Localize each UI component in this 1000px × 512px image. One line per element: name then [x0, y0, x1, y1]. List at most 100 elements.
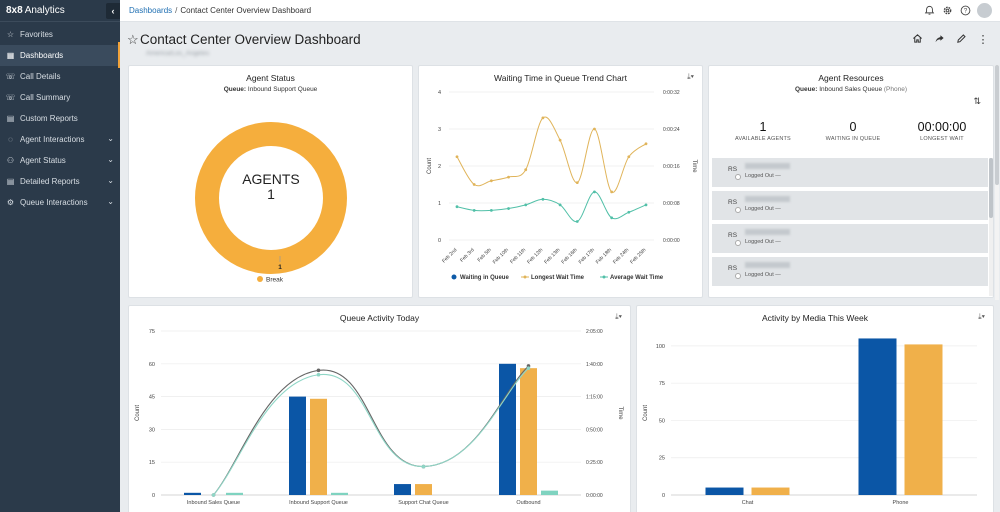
- series-line-average-wait-time[interactable]: [456, 191, 647, 223]
- data-point[interactable]: [627, 155, 631, 159]
- data-point[interactable]: [211, 493, 216, 497]
- status-dot-icon: [735, 240, 741, 246]
- y2-axis-label: Time: [691, 159, 697, 173]
- breadcrumb-dashboards-link[interactable]: Dashboards: [129, 6, 173, 15]
- help-icon[interactable]: ?: [959, 5, 971, 17]
- svg-text:?: ?: [963, 8, 967, 15]
- bar[interactable]: [541, 490, 558, 495]
- collapse-sidebar-button[interactable]: ‹: [106, 3, 120, 19]
- data-point[interactable]: [558, 203, 562, 207]
- x-tick-label: Feb 24th: [612, 247, 630, 265]
- agent-list-scrollbar[interactable]: [989, 158, 993, 296]
- bar[interactable]: [904, 344, 943, 495]
- legend-label[interactable]: Average Wait Time: [610, 275, 664, 281]
- stat-label: LONGEST WAIT: [920, 136, 964, 142]
- sidebar-item-queue-interactions[interactable]: ⚙ Queue Interactions ⌄: [0, 192, 120, 213]
- bar[interactable]: [751, 487, 790, 495]
- bar[interactable]: [184, 492, 201, 495]
- bar[interactable]: [394, 484, 411, 495]
- page-scrollbar[interactable]: [995, 65, 999, 300]
- sidebar-item-call-summary[interactable]: ☏ Call Summary: [0, 87, 120, 108]
- stat-waiting-in-queue: 0 WAITING IN QUEUE: [808, 120, 898, 142]
- bar[interactable]: [310, 398, 327, 495]
- stat-label: WAITING IN QUEUE: [825, 136, 881, 142]
- data-point[interactable]: [541, 116, 545, 120]
- y-tick-label: 50: [659, 418, 665, 424]
- data-point[interactable]: [593, 127, 596, 131]
- sidebar-item-label: Custom Reports: [20, 114, 78, 123]
- sidebar-item-custom-reports[interactable]: ▤ Custom Reports: [0, 108, 120, 129]
- data-point[interactable]: [526, 366, 531, 370]
- time-trend-line[interactable]: [213, 365, 529, 496]
- favorite-star-icon[interactable]: ☆: [127, 32, 139, 47]
- edit-pencil-icon[interactable]: [954, 33, 968, 47]
- data-point[interactable]: [316, 368, 321, 373]
- bar[interactable]: [415, 484, 432, 495]
- download-menu-icon[interactable]: ⤓▾: [687, 72, 694, 81]
- download-menu-icon[interactable]: ⤓▾: [978, 312, 985, 321]
- bar[interactable]: [226, 492, 243, 495]
- data-point[interactable]: [541, 197, 545, 201]
- data-point[interactable]: [627, 210, 631, 214]
- donut-slice-break[interactable]: [195, 122, 347, 274]
- download-menu-icon[interactable]: ⤓▾: [615, 312, 622, 321]
- brand-name: Analytics: [24, 5, 65, 16]
- agent-state: Logged Out —: [745, 206, 781, 212]
- data-point[interactable]: [610, 190, 614, 194]
- status-dot-icon: [735, 273, 741, 279]
- home-icon[interactable]: [910, 33, 924, 47]
- sidebar-item-favorites[interactable]: ☆ Favorites: [0, 24, 120, 45]
- sidebar-item-label: Queue Interactions: [20, 198, 88, 207]
- list-item[interactable]: RS Logged Out —: [712, 224, 988, 253]
- sidebar-item-call-details[interactable]: ☏ Call Details: [0, 66, 120, 87]
- data-point[interactable]: [593, 190, 596, 194]
- data-point[interactable]: [507, 207, 510, 210]
- data-point[interactable]: [558, 138, 562, 142]
- list-item[interactable]: RS Logged Out —: [712, 257, 988, 286]
- more-vertical-icon[interactable]: ⋮: [977, 34, 989, 46]
- x-tick-label: Feb 17th: [578, 247, 596, 265]
- gear-icon[interactable]: [941, 5, 953, 17]
- sidebar-item-dashboards[interactable]: ▦ Dashboards: [0, 45, 120, 66]
- data-point[interactable]: [472, 209, 476, 212]
- series-line-longest-wait-time[interactable]: [456, 116, 647, 193]
- data-point[interactable]: [421, 464, 426, 469]
- bell-icon[interactable]: [923, 5, 935, 17]
- data-point[interactable]: [455, 155, 459, 159]
- sidebar-item-agent-interactions[interactable]: ◌ Agent Interactions ⌄: [0, 129, 120, 150]
- queue-value: Inbound Sales Queue: [819, 86, 883, 93]
- data-point[interactable]: [507, 175, 510, 179]
- legend-label[interactable]: Longest Wait Time: [531, 275, 585, 281]
- y-axis-label: Count: [135, 405, 141, 421]
- legend-label[interactable]: Waiting in Queue: [460, 275, 509, 281]
- bar[interactable]: [705, 487, 744, 495]
- data-point[interactable]: [610, 216, 614, 220]
- bar[interactable]: [520, 368, 537, 495]
- bar[interactable]: [499, 363, 516, 495]
- data-point[interactable]: [644, 142, 648, 146]
- sort-icon[interactable]: ⇅: [973, 96, 981, 106]
- list-item[interactable]: RS Logged Out —: [712, 158, 988, 187]
- page-title: Contact Center Overview Dashboard: [140, 32, 361, 47]
- data-point[interactable]: [455, 205, 459, 209]
- data-point[interactable]: [316, 372, 321, 377]
- bar[interactable]: [331, 492, 348, 495]
- sidebar-item-agent-status[interactable]: ⚇ Agent Status ⌄: [0, 150, 120, 171]
- data-point[interactable]: [489, 179, 493, 183]
- bar[interactable]: [858, 338, 897, 495]
- data-point[interactable]: [575, 181, 579, 185]
- share-icon[interactable]: [932, 33, 946, 47]
- avatar[interactable]: [977, 3, 992, 18]
- list-item[interactable]: RS Logged Out —: [712, 191, 988, 220]
- time-trend-line[interactable]: [213, 367, 529, 496]
- data-point[interactable]: [472, 183, 476, 186]
- data-point[interactable]: [644, 203, 648, 207]
- data-point[interactable]: [524, 203, 528, 207]
- sidebar-item-detailed-reports[interactable]: ▤ Detailed Reports ⌄: [0, 171, 120, 192]
- x-tick-label: Phone: [893, 500, 909, 506]
- data-point[interactable]: [524, 168, 528, 172]
- queue-icon: ⚙: [6, 198, 15, 207]
- data-point[interactable]: [489, 209, 493, 212]
- data-point[interactable]: [575, 220, 579, 223]
- bar[interactable]: [289, 396, 306, 495]
